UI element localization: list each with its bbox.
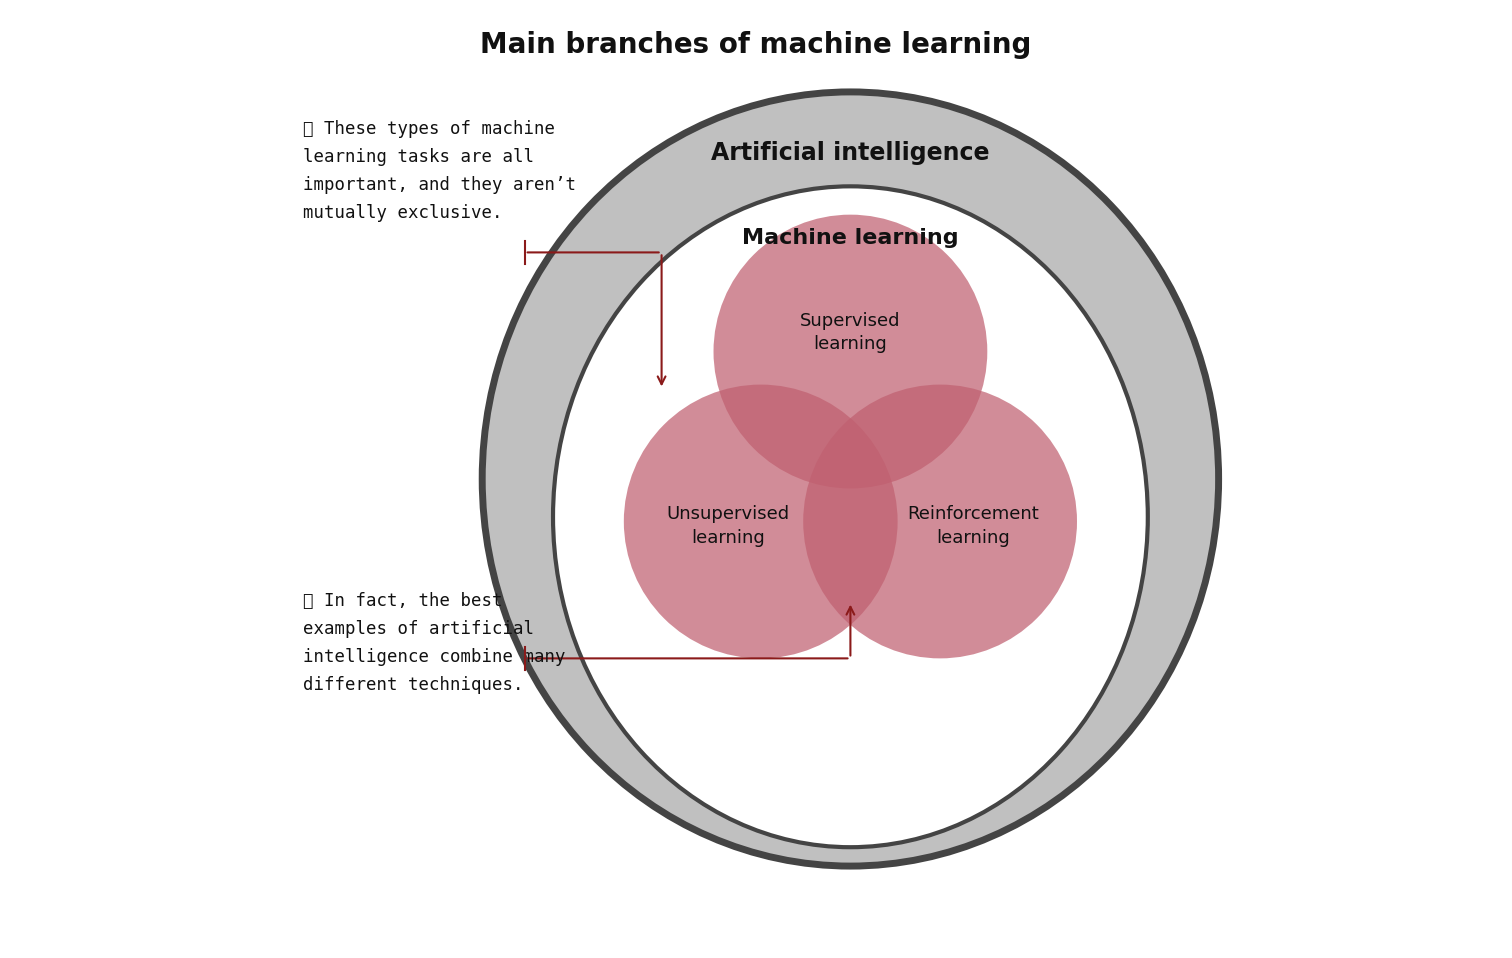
Circle shape xyxy=(714,215,987,489)
Text: ⓑ In fact, the best
examples of artificial
intelligence combine many
different t: ⓑ In fact, the best examples of artifici… xyxy=(302,592,565,694)
Text: Unsupervised
learning: Unsupervised learning xyxy=(667,506,789,547)
Ellipse shape xyxy=(553,186,1148,847)
Text: Artificial intelligence: Artificial intelligence xyxy=(711,141,990,166)
Circle shape xyxy=(803,384,1077,658)
Text: Reinforcement
learning: Reinforcement learning xyxy=(907,506,1039,547)
Text: Supervised
learning: Supervised learning xyxy=(800,312,901,354)
Circle shape xyxy=(624,384,898,658)
Text: Main branches of machine learning: Main branches of machine learning xyxy=(481,31,1031,58)
Ellipse shape xyxy=(482,92,1219,866)
Text: ⓘ These types of machine
learning tasks are all
important, and they aren’t
mutua: ⓘ These types of machine learning tasks … xyxy=(302,121,576,221)
Text: Machine learning: Machine learning xyxy=(742,228,959,248)
